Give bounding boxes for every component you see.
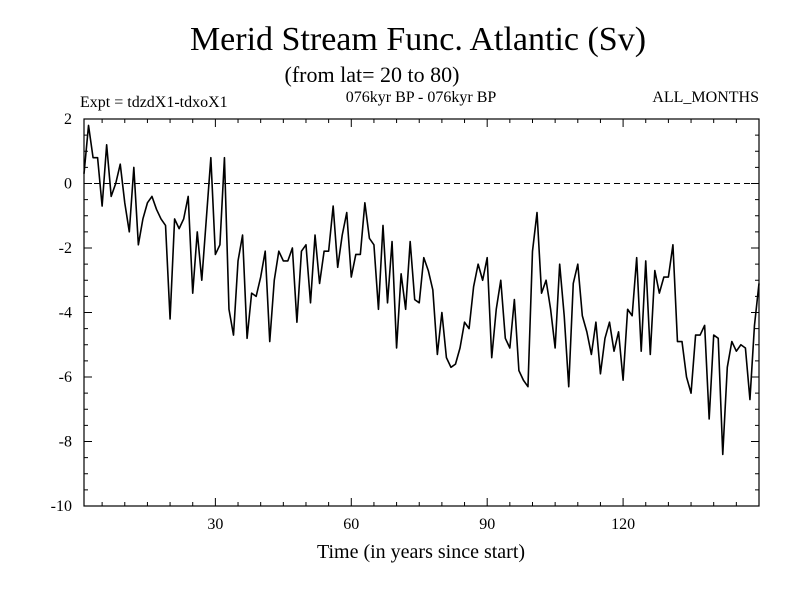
chart-subtitle: (from lat= 20 to 80) <box>285 62 460 87</box>
y-tick-label: -2 <box>59 240 72 257</box>
period-label: 076kyr BP - 076kyr BP <box>346 89 497 106</box>
x-tick-label: 90 <box>479 516 495 533</box>
y-tick-label: -10 <box>51 498 72 515</box>
x-tick-label: 120 <box>611 516 635 533</box>
months-label: ALL_MONTHS <box>652 89 759 106</box>
x-axis-label: Time (in years since start) <box>317 541 525 563</box>
x-tick-label: 60 <box>343 516 359 533</box>
plot-area: 2 0 -2 -4 -6 -8 -10 30 60 90 120 <box>51 111 760 533</box>
experiment-label: Expt = tdzdX1-tdxoX1 <box>80 94 228 111</box>
y-tick-label: 0 <box>64 176 72 193</box>
y-tick-label: -6 <box>59 369 72 386</box>
x-tick-label: 30 <box>207 516 223 533</box>
plot-frame <box>83 118 760 507</box>
y-tick-label: -8 <box>59 434 72 451</box>
chart-title: Merid Stream Func. Atlantic (Sv) <box>190 21 646 58</box>
y-tick-label: 2 <box>64 111 72 128</box>
series-line <box>83 124 760 456</box>
y-tick-label: -4 <box>59 305 72 322</box>
